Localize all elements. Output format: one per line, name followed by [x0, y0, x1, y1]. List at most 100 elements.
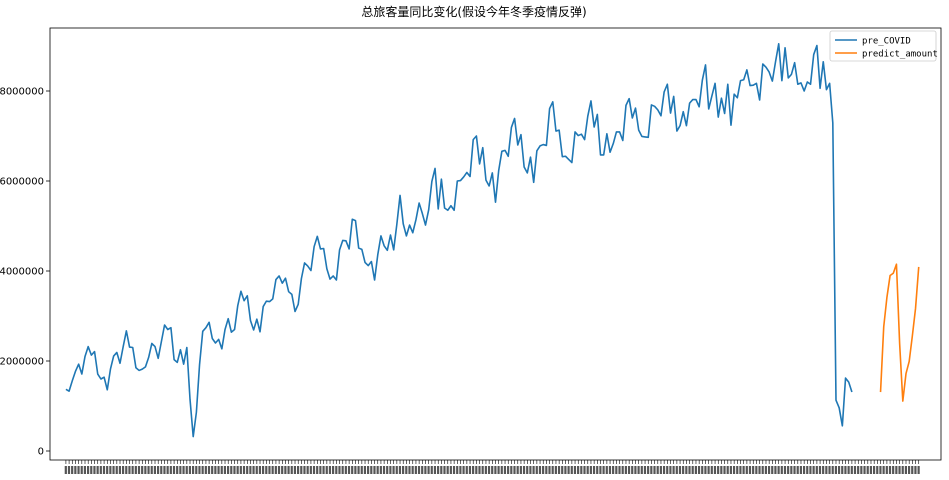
x-tick-label-mark: [443, 466, 446, 474]
x-tick-label-mark: [255, 466, 258, 474]
x-tick-label-mark: [376, 466, 379, 474]
x-tick-label-mark: [729, 466, 732, 474]
x-tick-label-mark: [500, 466, 503, 474]
x-tick-label-mark: [424, 466, 427, 474]
x-tick-label-mark: [892, 466, 895, 474]
x-tick-label-mark: [80, 466, 83, 474]
x-tick-label-mark: [745, 466, 748, 474]
x-tick-label-mark: [567, 466, 570, 474]
x-tick-label-mark: [666, 466, 669, 474]
x-tick-label-mark: [888, 466, 892, 474]
x-tick-label-mark: [752, 466, 755, 474]
legend: pre_COVID predict_amount: [829, 30, 938, 62]
x-tick-label-mark: [672, 466, 675, 474]
x-tick-label-mark: [634, 466, 637, 474]
x-tick-label-mark: [710, 466, 713, 474]
x-tick-label-mark: [688, 466, 691, 474]
x-tick-label-mark: [605, 466, 608, 474]
x-tick-label-mark: [841, 466, 844, 474]
y-tick-label: 6000000: [0, 177, 44, 188]
x-tick-label-mark: [898, 466, 901, 474]
x-tick-label-mark: [287, 466, 290, 474]
x-tick-label-mark: [459, 466, 462, 474]
x-tick-label-mark: [510, 466, 513, 474]
x-tick-label-mark: [790, 466, 793, 474]
x-tick-label-mark: [825, 466, 828, 474]
x-tick-label-mark: [522, 466, 526, 474]
x-tick-label-mark: [669, 466, 672, 474]
x-tick-label-mark: [449, 466, 452, 474]
x-tick-label-mark: [395, 466, 398, 474]
x-tick-label-mark: [411, 466, 414, 474]
x-tick-label-mark: [697, 466, 701, 474]
x-tick-label-mark: [538, 466, 542, 474]
x-tick-label-mark: [211, 466, 214, 474]
x-tick-label-mark: [647, 466, 650, 474]
x-tick-label-mark: [732, 466, 736, 474]
x-tick-label-mark: [83, 466, 87, 474]
x-tick-label-mark: [554, 466, 557, 474]
x-tick-label-mark: [252, 466, 255, 474]
x-tick-label-mark: [354, 466, 357, 474]
x-tick-label-mark: [831, 466, 834, 474]
x-tick-label-mark: [627, 466, 631, 474]
x-tick-label-mark: [659, 466, 662, 474]
x-tick-label-mark: [497, 466, 500, 474]
x-tick-label-mark: [456, 466, 459, 474]
x-tick-label-mark: [96, 466, 99, 474]
x-tick-label-mark: [430, 466, 433, 474]
x-tick-label-mark: [586, 466, 589, 474]
x-tick-label-mark: [198, 466, 201, 474]
x-tick-label-mark: [869, 466, 872, 474]
x-tick-label-mark: [911, 466, 914, 474]
x-tick-label-mark: [137, 466, 141, 474]
x-tick-label-mark: [236, 466, 239, 474]
x-tick-label-mark: [265, 466, 268, 474]
x-tick-label-mark: [589, 466, 592, 474]
x-tick-label-mark: [624, 466, 627, 474]
x-tick-label-mark: [548, 466, 551, 474]
x-tick-label-mark: [853, 466, 857, 474]
x-tick-label-mark: [879, 466, 882, 474]
x-tick-label-mark: [764, 466, 767, 474]
x-tick-label-mark: [742, 466, 745, 474]
x-tick-label-mark: [290, 466, 293, 474]
x-tick-label-mark: [367, 466, 370, 474]
x-tick-label-mark: [74, 466, 77, 474]
x-tick-label-mark: [662, 466, 666, 474]
x-tick-label-mark: [812, 466, 815, 474]
x-tick-label-mark: [373, 466, 376, 474]
x-tick-label-mark: [150, 466, 153, 474]
x-tick-label-mark: [328, 466, 332, 474]
x-tick-label-mark: [484, 466, 487, 474]
x-tick-label-mark: [780, 466, 783, 474]
x-tick-label-mark: [872, 466, 876, 474]
x-tick-label-mark: [895, 466, 898, 474]
x-tick-label-mark: [303, 466, 306, 474]
x-tick-label-mark: [526, 466, 529, 474]
x-tick-label-mark: [637, 466, 640, 474]
x-tick-label-mark: [125, 466, 128, 474]
x-tick-label-mark: [876, 466, 879, 474]
x-tick-label-mark: [99, 466, 102, 474]
x-tick-label-mark: [685, 466, 688, 474]
x-tick-label-mark: [284, 466, 287, 474]
x-tick-label-mark: [153, 466, 157, 474]
x-tick-label-mark: [306, 466, 309, 474]
x-tick-label-mark: [297, 466, 300, 474]
x-tick-label-mark: [475, 466, 478, 474]
x-tick-label-mark: [837, 466, 841, 474]
x-tick-label-mark: [573, 466, 577, 474]
x-tick-label-mark: [433, 466, 437, 474]
x-tick-label-mark: [529, 466, 532, 474]
x-tick-label-mark: [577, 466, 580, 474]
x-tick-label-mark: [421, 466, 424, 474]
x-tick-label-mark: [325, 466, 328, 474]
x-tick-label-mark: [128, 466, 131, 474]
x-tick-label-mark: [188, 466, 192, 474]
x-tick-label-mark: [631, 466, 634, 474]
x-tick-label-mark: [828, 466, 831, 474]
x-tick-label-mark: [64, 466, 67, 474]
x-tick-label-mark: [570, 466, 573, 474]
x-tick-label-mark: [592, 466, 596, 474]
